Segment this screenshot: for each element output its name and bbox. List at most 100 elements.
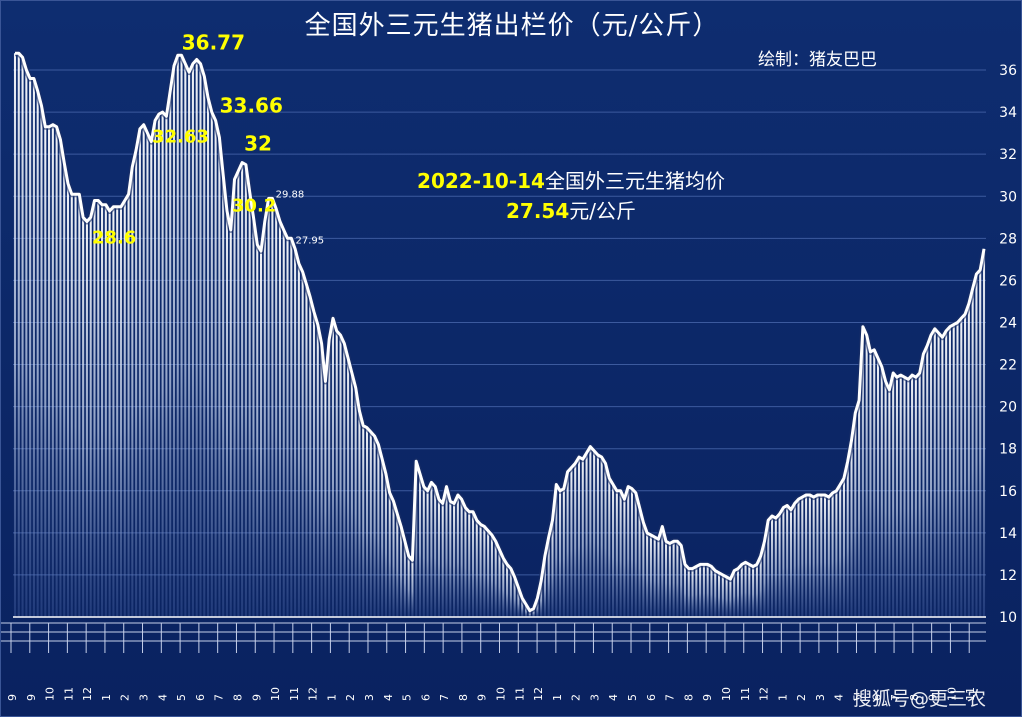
x-tick-label: 1 — [551, 694, 564, 701]
price-bar — [665, 541, 668, 617]
price-bar — [44, 126, 47, 617]
x-tick-label: 8 — [457, 694, 470, 701]
price-bar — [278, 221, 282, 617]
price-bar — [101, 204, 104, 617]
x-tick-label: 8 — [682, 694, 695, 701]
price-bar — [865, 335, 868, 617]
price-bar — [275, 208, 278, 618]
data-label-32.63: 32.63 — [152, 127, 209, 148]
price-bar — [638, 507, 641, 617]
x-tick-label: 2 — [344, 694, 357, 701]
price-bar — [880, 366, 883, 617]
x-tick-label: 4 — [607, 694, 620, 701]
price-bar — [471, 511, 475, 617]
price-bar — [312, 311, 316, 617]
price-bar — [634, 492, 637, 617]
price-bar — [895, 377, 898, 617]
price-bar — [51, 124, 54, 617]
price-bar — [494, 541, 497, 617]
x-tick-label: 1 — [100, 694, 113, 701]
price-bar — [778, 513, 781, 617]
price-bar — [116, 206, 119, 617]
price-bar — [971, 288, 974, 617]
price-bar — [347, 358, 350, 617]
price-bar — [290, 238, 293, 618]
price-bar — [479, 524, 482, 617]
price-bar — [729, 579, 732, 617]
price-bar — [861, 326, 864, 617]
price-bar — [297, 263, 300, 617]
price-bar — [600, 457, 603, 617]
price-bar — [426, 490, 429, 617]
price-bar — [445, 486, 448, 617]
price-bar — [418, 473, 422, 617]
price-line — [15, 51, 986, 613]
price-bar — [328, 339, 331, 617]
price-bar — [203, 76, 206, 617]
x-tick-label: 11 — [964, 687, 977, 701]
price-bar — [975, 274, 978, 617]
price-bar — [657, 539, 660, 617]
price-bar — [823, 494, 827, 617]
price-bar — [668, 543, 671, 617]
price-bar — [267, 198, 270, 617]
price-bar — [581, 459, 584, 617]
price-bar — [244, 164, 247, 617]
price-bar — [343, 343, 346, 617]
price-bar — [362, 425, 365, 617]
price-bar — [396, 513, 399, 617]
price-bar — [354, 387, 357, 617]
price-bar — [941, 337, 944, 617]
data-label-29.88: 29.88 — [276, 189, 305, 200]
price-bar — [154, 120, 157, 617]
note-date: 2022-10-14 — [417, 169, 545, 193]
price-bar — [839, 484, 842, 617]
price-bar — [899, 375, 902, 617]
price-bar — [218, 137, 221, 617]
x-tick-label: 9 — [476, 694, 489, 701]
price-bar — [801, 497, 804, 617]
price-bar — [763, 541, 766, 617]
price-bar — [653, 537, 656, 617]
price-bar — [483, 526, 486, 617]
price-bar — [755, 564, 758, 617]
price-bar — [392, 501, 395, 617]
price-bar — [138, 128, 141, 617]
price-bar — [733, 570, 736, 617]
x-tick-label: 10 — [945, 687, 958, 701]
price-bar — [135, 149, 138, 617]
price-bar — [339, 335, 342, 617]
price-bar — [191, 63, 194, 617]
price-bar — [695, 566, 698, 617]
price-bar — [596, 455, 599, 617]
price-bar — [13, 53, 17, 618]
price-bar — [165, 116, 168, 618]
price-bar — [17, 53, 20, 618]
price-bar — [521, 598, 524, 617]
price-bar — [740, 564, 743, 617]
price-bar — [646, 532, 649, 617]
price-bar — [169, 91, 172, 617]
price-bar — [97, 200, 100, 617]
price-bar — [612, 484, 615, 617]
x-tick-label: 7 — [664, 694, 677, 701]
x-tick-label: 6 — [870, 694, 883, 701]
price-bar — [403, 541, 406, 617]
y-tick-label: 32 — [999, 147, 1017, 163]
price-bar — [66, 183, 70, 618]
price-bar — [487, 530, 490, 617]
price-bar — [888, 389, 891, 617]
center-annotation: 2022-10-14全国外三元生猪均价 27.54元/公斤 — [361, 166, 781, 226]
x-tick-label: 3 — [814, 694, 827, 701]
price-bar — [123, 200, 126, 617]
price-bar — [926, 345, 929, 617]
price-bar — [74, 194, 77, 617]
price-bar — [691, 568, 694, 617]
price-bar — [456, 494, 459, 617]
price-bar — [687, 568, 690, 617]
price-bar — [786, 505, 789, 617]
price-bar — [509, 568, 512, 617]
price-bar — [441, 503, 444, 617]
price-bar — [929, 335, 933, 617]
price-bar — [559, 490, 562, 617]
